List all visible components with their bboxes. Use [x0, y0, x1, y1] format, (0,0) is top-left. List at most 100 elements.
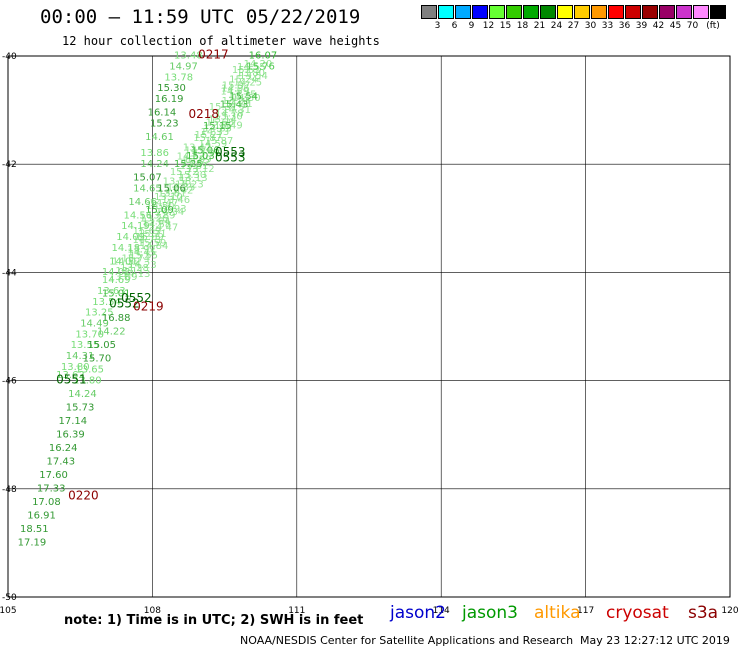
time-label: 0551 [56, 372, 87, 386]
swh-value-label: 17.33 [37, 484, 66, 495]
track-clutter-mark: 14.96 [221, 84, 250, 95]
time-label: 0219 [133, 299, 164, 313]
swh-value-label: 15.03 [186, 151, 215, 162]
swh-value-label: 14.97 [169, 62, 198, 73]
legend-swatch [642, 5, 658, 19]
x-tick-label: 108 [144, 606, 161, 616]
time-label: 0217 [198, 48, 229, 62]
swh-value-label: 14.69 [102, 275, 131, 286]
satellite-label: altika [534, 603, 581, 623]
track-clutter-mark: 14.85 [203, 124, 232, 135]
satellite-label: jason3 [462, 603, 518, 623]
track-clutter-mark: 14.33 [201, 127, 230, 138]
legend-label: 27 [567, 21, 580, 31]
swh-value-label: 13.65 [75, 364, 104, 375]
time-label: 0220 [68, 489, 99, 503]
swh-value-label: 15.06 [157, 183, 186, 194]
track-clutter-mark: 13.99 [183, 155, 212, 166]
legend-swatch [472, 5, 488, 19]
legend-label: 36 [618, 21, 631, 31]
track-clutter-mark: 15.62 [181, 158, 210, 169]
legend-label: 45 [669, 21, 682, 31]
track-clutter-mark: 14.47 [150, 198, 179, 209]
swh-value-label: 18.51 [20, 524, 49, 535]
track-clutter-mark: 15.69 [133, 226, 162, 237]
units-note: note: 1) Time is in UTC; 2) SWH is in fe… [64, 613, 364, 628]
track-clutter-mark: 13.97 [127, 244, 156, 255]
track-clutter-mark: 15.71 [138, 229, 167, 240]
swh-value-label: 15.30 [157, 83, 186, 94]
track-clutter-mark: 15.68 [206, 118, 235, 129]
track-clutter-mark: 13.81 [180, 161, 209, 172]
track-clutter-mark: 13.30 [214, 111, 243, 122]
swh-value-label: 15.09 [145, 205, 174, 216]
track-clutter-mark: 13.49 [214, 121, 243, 132]
legend-label: 70 [686, 21, 699, 31]
legend-label: 6 [451, 21, 458, 31]
legend-swatch [489, 5, 505, 19]
track-clutter-mark: 15.97 [222, 80, 251, 91]
legend-swatch [506, 5, 522, 19]
time-label: 0552 [109, 297, 140, 311]
track-clutter-mark: 15.89 [135, 232, 164, 243]
track-clutter-mark: 13.54 [239, 71, 268, 82]
swh-value-label: 14.31 [66, 351, 95, 362]
legend-swatch [693, 5, 709, 19]
track-clutter-mark: 14.31 [222, 105, 251, 116]
legend-swatch [557, 5, 573, 19]
swh-value-label: 13.80 [61, 362, 90, 373]
track-clutter-mark: 13.11 [115, 266, 144, 277]
swh-value-label: 16.07 [249, 51, 278, 62]
track-clutter-mark: 13.80 [236, 68, 265, 79]
swh-value-label: 15.05 [87, 340, 116, 351]
swh-value-label: 16.91 [27, 511, 56, 522]
legend-swatch [438, 5, 454, 19]
x-tick-label: 120 [721, 606, 738, 616]
y-tick-label: -46 [2, 377, 17, 387]
track-clutter-mark: 15.59 [138, 238, 167, 249]
satellite-label: s3a [688, 603, 719, 623]
track-clutter-mark: 14.93 [158, 204, 187, 215]
track-clutter-mark: 13.46 [162, 195, 191, 206]
track-clutter-mark: 13.96 [193, 148, 222, 159]
legend-swatch [676, 5, 692, 19]
track-clutter-mark: 13.13 [179, 173, 208, 184]
legend-label: 18 [516, 21, 529, 31]
legend-swatches [421, 5, 727, 19]
legend-label: 21 [533, 21, 546, 31]
y-tick-label: -48 [2, 485, 17, 495]
swh-value-label: 13.25 [85, 308, 114, 319]
track-clutter-mark: 15.21 [195, 130, 224, 141]
legend-unit: (ft) [706, 21, 720, 31]
legend-label: 42 [652, 21, 665, 31]
swh-value-label: 14.09 [116, 232, 145, 243]
track-clutter-mark: 15.24 [229, 74, 258, 85]
swh-value-label: 13.78 [164, 72, 193, 83]
satellite-label: cryosat [606, 603, 669, 623]
swh-value-label: 17.60 [39, 470, 68, 481]
swh-value-label: 13.70 [75, 329, 104, 340]
legend-swatch [625, 5, 641, 19]
x-tick-label: 114 [433, 606, 450, 616]
track-clutter-mark: 13.28 [120, 263, 149, 274]
track-clutter-mark: 14.52 [112, 257, 141, 268]
legend-label: 39 [635, 21, 648, 31]
swh-value-label: 17.14 [59, 416, 88, 427]
track-clutter-mark: 14.41 [224, 99, 253, 110]
track-clutter-mark: 14.78 [215, 108, 244, 119]
track-clutter-mark: 15.87 [205, 136, 234, 147]
swh-value-label: 15.23 [150, 118, 179, 129]
swh-value-label: 15.70 [83, 354, 112, 365]
legend-swatch [608, 5, 624, 19]
x-tick-label: 117 [577, 606, 594, 616]
track-clutter-mark: 15.72 [170, 167, 199, 178]
track-clutter-mark: 13.69 [109, 272, 138, 283]
swh-value-label: 14.02 [102, 267, 131, 278]
time-label: 0218 [189, 107, 220, 121]
track-clutter-mark: 14.73 [132, 235, 161, 246]
swh-value-label: 14.61 [145, 132, 174, 143]
swh-value-label: 14.56 [124, 210, 153, 221]
track-clutter-mark: 15.63 [232, 65, 261, 76]
swh-value-label: 13.55 [71, 340, 100, 351]
swh-value-label: 14.18 [111, 243, 140, 254]
